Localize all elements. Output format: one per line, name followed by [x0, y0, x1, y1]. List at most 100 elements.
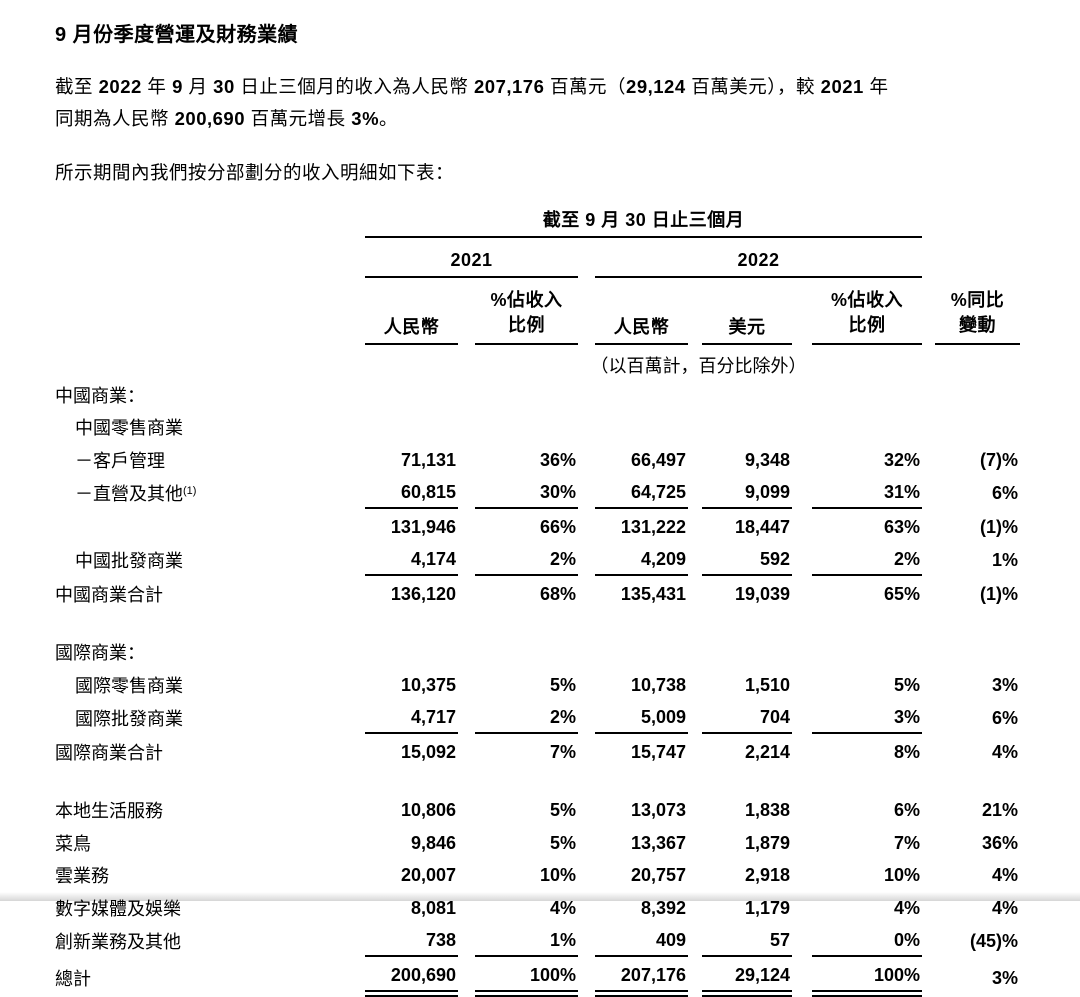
cell-value: 32% — [883, 449, 920, 470]
col-header-rmb-2021: 人民幣 — [365, 277, 458, 345]
cell-gap — [688, 377, 702, 410]
cell-gap — [688, 475, 702, 509]
table-row: 創新業務及其他 738 1% 409 57 0% (45)% — [55, 922, 1020, 957]
cell-gap — [578, 575, 595, 609]
cell-gap — [792, 377, 812, 410]
cell-value: 60,815 — [365, 474, 458, 509]
year-2022-cell: 2022 — [595, 237, 922, 278]
text-segment: 百萬元（ — [544, 76, 627, 97]
cell-gap — [792, 733, 812, 767]
cell-gap — [792, 667, 812, 700]
text-segment: 年 — [141, 76, 173, 97]
cell-gap — [688, 733, 702, 767]
cell-gap — [578, 667, 595, 700]
cell-gap — [792, 635, 812, 668]
table-row: 國際零售商業 10,375 5% 10,738 1,510 5% 3% — [55, 667, 1020, 700]
cell-value: (1)% — [979, 583, 1018, 604]
row-label: 國際零售商業 — [75, 675, 183, 696]
cell-gap — [578, 793, 595, 826]
table-row: －客戶管理 71,131 36% 66,497 9,348 32% (7)% — [55, 442, 1020, 475]
segment-revenue-table: 截至 9 月 30 日止三個月 2021 2022 人民幣 %佔收入 比例 — [55, 201, 1020, 997]
table-lead-in: 所示期間內我們按分部劃分的收入明細如下表： — [55, 162, 455, 183]
cell-gap — [578, 956, 595, 993]
cell-value: 15,092 — [400, 741, 456, 762]
row-label: 雲業務 — [55, 866, 109, 886]
cell-value: 2,214 — [744, 741, 790, 762]
cell-value — [595, 377, 688, 410]
cell-gap — [688, 542, 702, 576]
col-header-rmb-2022: 人民幣 — [595, 277, 688, 345]
intro-paragraph: 截至 2022 年 9 月 30 日止三個月的收入為人民幣 207,176 百萬… — [55, 71, 1025, 135]
cell-gap — [578, 858, 595, 891]
cell-gap — [578, 237, 595, 277]
cell-gap — [458, 344, 475, 377]
cell-gap — [688, 667, 702, 700]
cell-value: 592 — [702, 541, 792, 576]
table-row: 中國商業合計 136,120 68% 135,431 19,039 65% (1)% — [55, 575, 1020, 609]
cell-value: 10% — [883, 865, 920, 885]
cell-gap — [792, 277, 812, 344]
cell-gap — [792, 508, 812, 542]
cell-value: 1,879 — [744, 832, 790, 853]
row-label: 中國商業合計 — [55, 584, 163, 605]
header-spacer — [935, 237, 1020, 277]
cell-value: 63% — [883, 516, 920, 537]
cell-gap — [458, 793, 475, 826]
cell-value: (1)% — [979, 516, 1018, 537]
cell-gap — [792, 542, 812, 576]
numeric-text: 3% — [351, 108, 380, 129]
row-label: －直營及其他(1) — [75, 484, 197, 504]
cell-value: 64,725 — [595, 474, 688, 509]
row-label: 創新業務及其他 — [55, 932, 181, 952]
cell-value: 3% — [991, 674, 1018, 695]
cell-value: 738 — [365, 922, 458, 957]
cell-gap — [458, 508, 475, 542]
cell-gap — [922, 825, 935, 858]
col-header-usd-2022: 美元 — [702, 277, 792, 345]
cell-gap — [792, 793, 812, 826]
cell-gap — [922, 858, 935, 891]
cell-value: 5,009 — [595, 699, 688, 734]
cell-value — [935, 635, 1020, 668]
cell-gap — [922, 410, 935, 443]
cell-value: 6% — [991, 708, 1018, 728]
row-label: 國際商業合計 — [55, 742, 163, 763]
spacer-row — [55, 609, 1020, 635]
cell-value: 9,099 — [702, 474, 792, 509]
numeric-text: 9 — [172, 76, 183, 97]
cell-gap — [688, 277, 702, 344]
cell-value: 6% — [893, 800, 920, 820]
col-header-pct-2021-line2: 比例 — [508, 315, 545, 335]
cell-value: 20,007 — [400, 865, 456, 885]
unit-note-row: （以百萬計，百分比除外） — [55, 344, 1020, 377]
cell-gap — [688, 635, 702, 668]
text-segment: 。 — [379, 108, 399, 129]
cell-value: 29,124 — [702, 956, 792, 997]
col-header-pct-2021-line1: %佔收入 — [490, 290, 563, 310]
cell-gap — [458, 542, 475, 576]
cell-gap — [458, 733, 475, 767]
cell-gap — [792, 956, 812, 993]
numeric-text: 2021 — [820, 76, 864, 97]
cell-value: 207,176 — [595, 956, 688, 997]
cell-value: 30% — [475, 474, 578, 509]
cell-value: 5% — [893, 674, 920, 695]
cell-gap — [792, 858, 812, 891]
year-2021-cell: 2021 — [365, 237, 578, 278]
col-header-pct-2022-line1: %佔收入 — [830, 290, 903, 310]
cell-value: 5% — [549, 674, 576, 695]
row-label: 國際批發商業 — [75, 709, 183, 729]
cell-gap — [688, 442, 702, 475]
table-row: 總計 200,690 100% 207,176 29,124 100% 3% — [55, 956, 1020, 997]
cell-gap — [792, 410, 812, 443]
cell-value — [702, 377, 792, 410]
cell-gap — [458, 442, 475, 475]
text-segment: 百萬元增長 — [245, 108, 352, 129]
cell-value — [812, 635, 922, 668]
table-row: 中國批發商業 4,174 2% 4,209 592 2% 1% — [55, 541, 1020, 576]
cell-value: 4,174 — [365, 541, 458, 576]
cell-gap — [922, 793, 935, 826]
cell-value: 13,073 — [630, 800, 686, 820]
cell-gap — [688, 825, 702, 858]
cell-value: 1,510 — [744, 674, 790, 695]
